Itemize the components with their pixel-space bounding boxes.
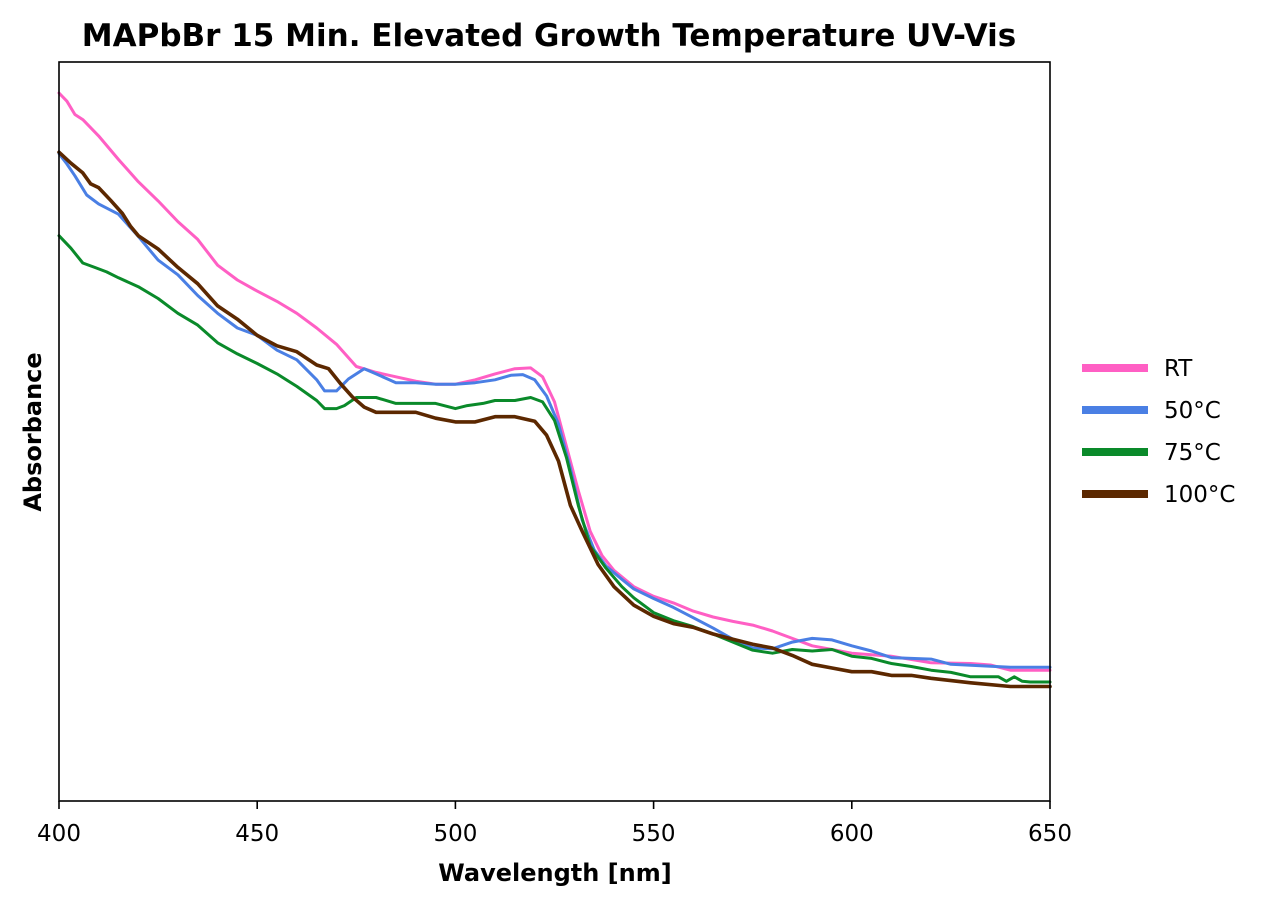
series-line-50-c bbox=[57, 152, 1052, 669]
series-line-100-c bbox=[57, 150, 1052, 689]
x-tick-label: 600 bbox=[830, 821, 874, 847]
y-axis-label: Absorbance bbox=[19, 352, 47, 511]
x-tick-label: 500 bbox=[433, 821, 477, 847]
x-tick-label: 550 bbox=[632, 821, 676, 847]
legend-label: RT bbox=[1164, 356, 1193, 382]
legend: RT 50°C 75°C 100°C bbox=[1082, 356, 1235, 508]
legend-label: 50°C bbox=[1164, 398, 1221, 424]
x-axis-ticks: 400 450 500 550 600 650 bbox=[37, 801, 1072, 847]
series-line-rt bbox=[57, 91, 1052, 672]
x-axis-label: Wavelength [nm] bbox=[438, 859, 671, 887]
series-line-75-c bbox=[57, 234, 1052, 684]
plot-series bbox=[57, 91, 1052, 689]
x-tick-label: 400 bbox=[37, 821, 81, 847]
legend-label: 100°C bbox=[1164, 482, 1235, 508]
x-tick-label: 450 bbox=[235, 821, 279, 847]
x-tick-label: 650 bbox=[1028, 821, 1072, 847]
legend-label: 75°C bbox=[1164, 440, 1221, 466]
chart-title: MAPbBr 15 Min. Elevated Growth Temperatu… bbox=[82, 18, 1016, 54]
plot-frame bbox=[58, 61, 1051, 802]
